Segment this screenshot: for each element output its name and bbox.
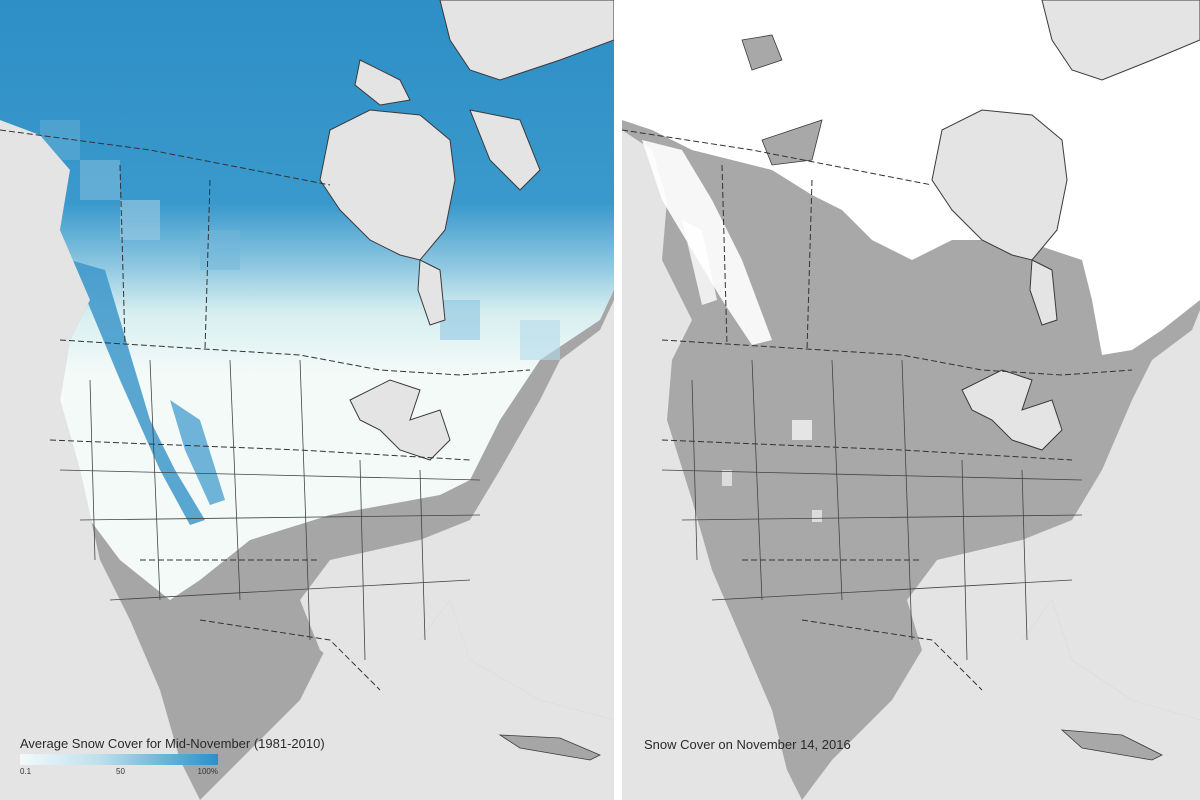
hudson-bay xyxy=(931,109,1068,261)
legend-ticks: 0.1 50 100% xyxy=(20,767,218,781)
state-lines xyxy=(661,359,1083,661)
state-lines xyxy=(59,359,481,661)
legend-tick-min: 0.1 xyxy=(20,767,32,776)
political-borders xyxy=(622,129,1133,691)
left-map-graphic xyxy=(0,0,614,800)
right-map-graphic xyxy=(622,0,1200,800)
political-borders xyxy=(0,129,531,691)
average-snow-cover-map: Average Snow Cover for Mid-November (198… xyxy=(0,0,614,800)
hudson-bay xyxy=(319,109,456,261)
right-map-caption: Snow Cover on November 14, 2016 xyxy=(644,737,851,752)
snow-cover-2016 xyxy=(622,0,1200,355)
panel-divider xyxy=(614,0,622,800)
legend-color-bar xyxy=(20,754,218,765)
legend-tick-mid: 50 xyxy=(116,767,125,776)
snow-cover-legend: 0.1 50 100% xyxy=(20,754,218,781)
snow-cover-layer xyxy=(0,0,614,600)
great-lakes xyxy=(349,379,451,461)
great-lakes xyxy=(961,369,1063,451)
left-map-caption: Average Snow Cover for Mid-November (198… xyxy=(20,736,325,751)
legend-tick-max: 100% xyxy=(197,767,218,776)
snow-cover-2016-map: Snow Cover on November 14, 2016 xyxy=(622,0,1200,800)
